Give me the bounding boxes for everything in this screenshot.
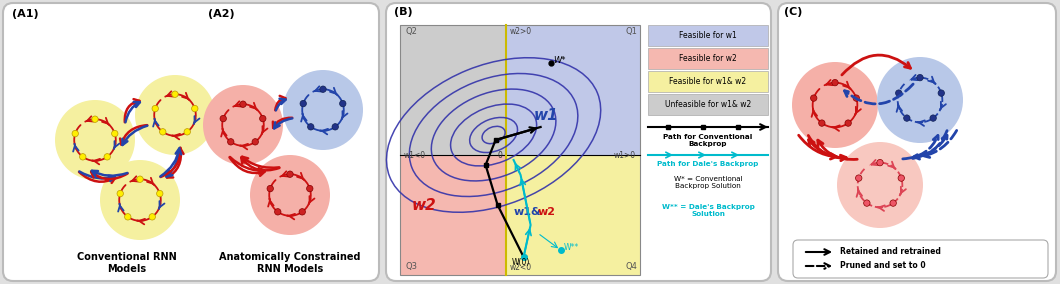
Text: Q4: Q4 [626, 262, 638, 271]
Text: Feasible for w1& w2: Feasible for w1& w2 [670, 77, 746, 86]
Circle shape [837, 142, 923, 228]
Text: W(0): W(0) [512, 258, 530, 267]
Circle shape [855, 175, 862, 181]
Text: w2: w2 [537, 207, 555, 217]
Text: W** = Dale's Backprop
Solution: W** = Dale's Backprop Solution [661, 204, 755, 217]
Bar [648, 94, 768, 115]
Circle shape [287, 171, 294, 178]
Circle shape [339, 100, 346, 107]
Circle shape [904, 115, 911, 121]
Circle shape [184, 129, 191, 135]
Text: Feasible for w2: Feasible for w2 [679, 54, 737, 63]
Text: w2>0: w2>0 [510, 27, 532, 36]
FancyBboxPatch shape [386, 3, 771, 281]
FancyBboxPatch shape [793, 240, 1048, 278]
Circle shape [152, 105, 158, 112]
FancyBboxPatch shape [3, 3, 379, 281]
Circle shape [332, 124, 338, 130]
Text: Retained and retrained: Retained and retrained [840, 247, 941, 256]
Circle shape [192, 105, 198, 112]
Text: (B): (B) [394, 7, 412, 17]
Text: Conventional RNN
Models: Conventional RNN Models [77, 252, 177, 273]
Text: Path for Conventional
Backprop: Path for Conventional Backprop [664, 134, 753, 147]
Text: w1>0: w1>0 [614, 151, 636, 160]
Text: Q2: Q2 [406, 27, 418, 36]
Text: 0: 0 [497, 151, 502, 160]
Text: Unfeasible for w1& w2: Unfeasible for w1& w2 [665, 100, 752, 109]
Text: (A1): (A1) [12, 9, 38, 19]
Bar [400, 155, 506, 275]
Circle shape [818, 120, 825, 126]
Text: w1: w1 [533, 108, 559, 123]
Bar [506, 25, 640, 155]
Circle shape [220, 115, 227, 122]
Circle shape [845, 120, 851, 126]
Text: w2<0: w2<0 [510, 263, 532, 272]
Circle shape [300, 100, 306, 107]
Text: (C): (C) [784, 7, 802, 17]
Circle shape [811, 95, 817, 101]
Circle shape [877, 57, 962, 143]
Circle shape [877, 159, 883, 166]
Bar [648, 25, 768, 46]
Circle shape [898, 175, 904, 181]
Circle shape [853, 95, 860, 101]
Circle shape [149, 214, 156, 220]
Circle shape [320, 86, 326, 92]
Circle shape [252, 139, 259, 145]
Circle shape [111, 130, 118, 137]
Circle shape [938, 90, 944, 96]
Text: Anatomically Constrained
RNN Models: Anatomically Constrained RNN Models [219, 252, 360, 273]
Bar [506, 155, 640, 275]
Circle shape [283, 70, 363, 150]
Circle shape [890, 200, 897, 206]
Circle shape [204, 85, 283, 165]
Text: Feasible for w1: Feasible for w1 [679, 31, 737, 40]
Circle shape [792, 62, 878, 148]
Text: (A2): (A2) [208, 9, 234, 19]
Circle shape [72, 130, 78, 137]
Text: w1&: w1& [514, 207, 542, 217]
Circle shape [930, 115, 936, 121]
Text: w1<0: w1<0 [404, 151, 426, 160]
Circle shape [135, 75, 215, 155]
Circle shape [307, 124, 314, 130]
Circle shape [100, 160, 180, 240]
Circle shape [917, 74, 923, 81]
Circle shape [157, 190, 163, 197]
FancyBboxPatch shape [778, 3, 1056, 281]
Bar [400, 25, 640, 275]
Circle shape [832, 80, 838, 86]
Circle shape [228, 139, 234, 145]
Circle shape [80, 154, 86, 160]
Circle shape [896, 90, 902, 96]
Circle shape [117, 190, 123, 197]
Text: W* = Conventional
Backprop Solution: W* = Conventional Backprop Solution [674, 176, 742, 189]
Circle shape [125, 214, 131, 220]
Circle shape [275, 209, 281, 215]
Bar [400, 25, 506, 155]
Bar [648, 48, 768, 69]
Circle shape [240, 101, 246, 107]
Text: W*: W* [553, 56, 566, 65]
Circle shape [137, 176, 143, 182]
Text: Q1: Q1 [626, 27, 638, 36]
Circle shape [250, 155, 330, 235]
Text: w2: w2 [412, 198, 437, 213]
Text: W**: W** [564, 243, 579, 252]
Circle shape [160, 129, 166, 135]
Circle shape [104, 154, 110, 160]
Circle shape [172, 91, 178, 97]
Text: Pruned and set to 0: Pruned and set to 0 [840, 262, 925, 270]
Text: Path for Dale's Backprop: Path for Dale's Backprop [657, 161, 759, 167]
Circle shape [306, 185, 313, 192]
Circle shape [267, 185, 273, 192]
Circle shape [299, 209, 305, 215]
Circle shape [92, 116, 99, 122]
Circle shape [864, 200, 870, 206]
Circle shape [55, 100, 135, 180]
Bar [648, 71, 768, 92]
Text: Q3: Q3 [406, 262, 418, 271]
Circle shape [260, 115, 266, 122]
